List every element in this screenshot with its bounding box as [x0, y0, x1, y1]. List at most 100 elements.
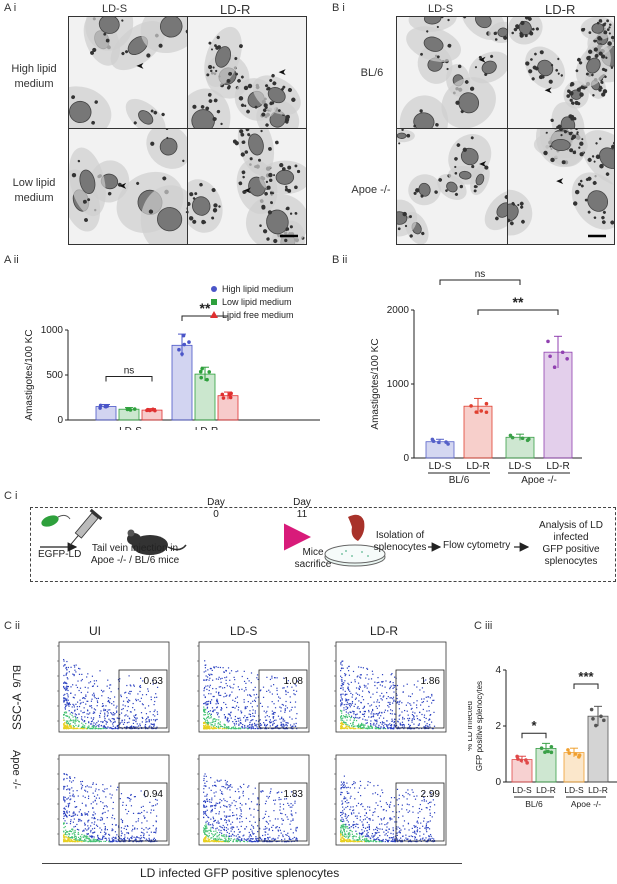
event-dot [85, 837, 87, 839]
event-dot [111, 839, 114, 841]
event-dot [360, 834, 363, 836]
event-dot [216, 707, 218, 709]
event-dot [214, 840, 216, 842]
event-dot [414, 832, 416, 834]
event-dot [153, 809, 155, 811]
event-dot [423, 726, 425, 728]
event-dot [116, 725, 118, 727]
event-dot [87, 836, 89, 838]
event-dot [133, 719, 135, 721]
event-dot [368, 825, 371, 827]
event-dot [257, 830, 259, 833]
event-dot [362, 824, 364, 827]
event-dot [121, 708, 123, 711]
event-dot [243, 701, 245, 703]
event-dot [106, 829, 109, 831]
event-dot [91, 685, 94, 688]
event-dot [356, 815, 358, 817]
event-dot [368, 711, 370, 713]
event-dot [262, 834, 264, 837]
event-dot [356, 717, 358, 719]
event-dot [139, 839, 141, 841]
event-dot [370, 725, 372, 727]
event-dot [79, 840, 81, 843]
event-dot [220, 694, 222, 697]
event-dot [364, 827, 367, 829]
event-dot [125, 808, 127, 811]
event-dot [431, 702, 433, 704]
event-dot [259, 724, 261, 726]
event-dot [361, 696, 363, 698]
event-dot [63, 698, 65, 700]
event-dot [78, 689, 80, 692]
event-dot [72, 815, 74, 817]
event-dot [69, 776, 71, 778]
event-dot [399, 839, 401, 842]
event-dot [70, 711, 73, 714]
event-dot [428, 828, 431, 830]
panel-bi-row-apoe: Apoe -/- [351, 184, 391, 196]
event-dot [364, 787, 366, 789]
event-dot [219, 721, 221, 723]
event-dot [244, 715, 246, 717]
event-dot [294, 706, 296, 708]
event-dot [356, 833, 358, 835]
event-dot [206, 678, 208, 681]
event-dot [389, 712, 392, 715]
event-dot [135, 727, 137, 730]
event-dot [69, 725, 71, 727]
event-dot [240, 710, 242, 712]
event-dot [230, 727, 233, 730]
event-dot [287, 802, 289, 804]
event-dot [70, 726, 73, 728]
event-dot [394, 838, 396, 840]
event-dot [428, 835, 430, 837]
event-dot [206, 809, 208, 811]
event-dot [416, 838, 418, 841]
event-dot [276, 724, 279, 727]
event-dot [423, 839, 425, 841]
event-dot [249, 721, 251, 724]
event-dot [360, 722, 363, 725]
event-dot [140, 790, 142, 792]
event-dot [349, 829, 351, 832]
event-dot [360, 723, 363, 726]
event-dot [223, 726, 225, 728]
event-dot [364, 686, 366, 688]
event-dot [63, 787, 65, 789]
event-dot [348, 683, 350, 686]
event-dot [108, 727, 110, 729]
event-dot [63, 682, 65, 684]
event-dot [81, 833, 83, 836]
event-dot [91, 694, 94, 696]
event-dot [73, 674, 75, 677]
event-dot [239, 836, 241, 838]
event-dot [211, 808, 213, 811]
event-dot [73, 836, 75, 839]
event-dot [257, 696, 260, 698]
event-dot [90, 727, 92, 729]
event-dot [237, 709, 239, 711]
event-dot [347, 832, 349, 835]
event-dot [98, 726, 100, 728]
event-dot [423, 798, 425, 801]
event-dot [208, 816, 210, 819]
event-dot [130, 793, 132, 796]
event-dot [112, 712, 115, 714]
event-dot [138, 727, 140, 730]
event-dot [268, 716, 270, 718]
event-dot [281, 818, 283, 820]
event-dot [64, 825, 66, 828]
event-dot [69, 792, 71, 794]
event-dot [342, 781, 345, 783]
event-dot [204, 714, 207, 716]
event-dot [345, 708, 347, 711]
panel-bi-col-ld-s: LD-S [428, 3, 454, 15]
event-dot [73, 725, 75, 728]
event-dot [98, 840, 100, 843]
event-dot [292, 804, 294, 806]
event-dot [377, 836, 379, 839]
event-dot [132, 722, 135, 724]
event-dot [256, 723, 258, 725]
event-dot [429, 718, 431, 721]
